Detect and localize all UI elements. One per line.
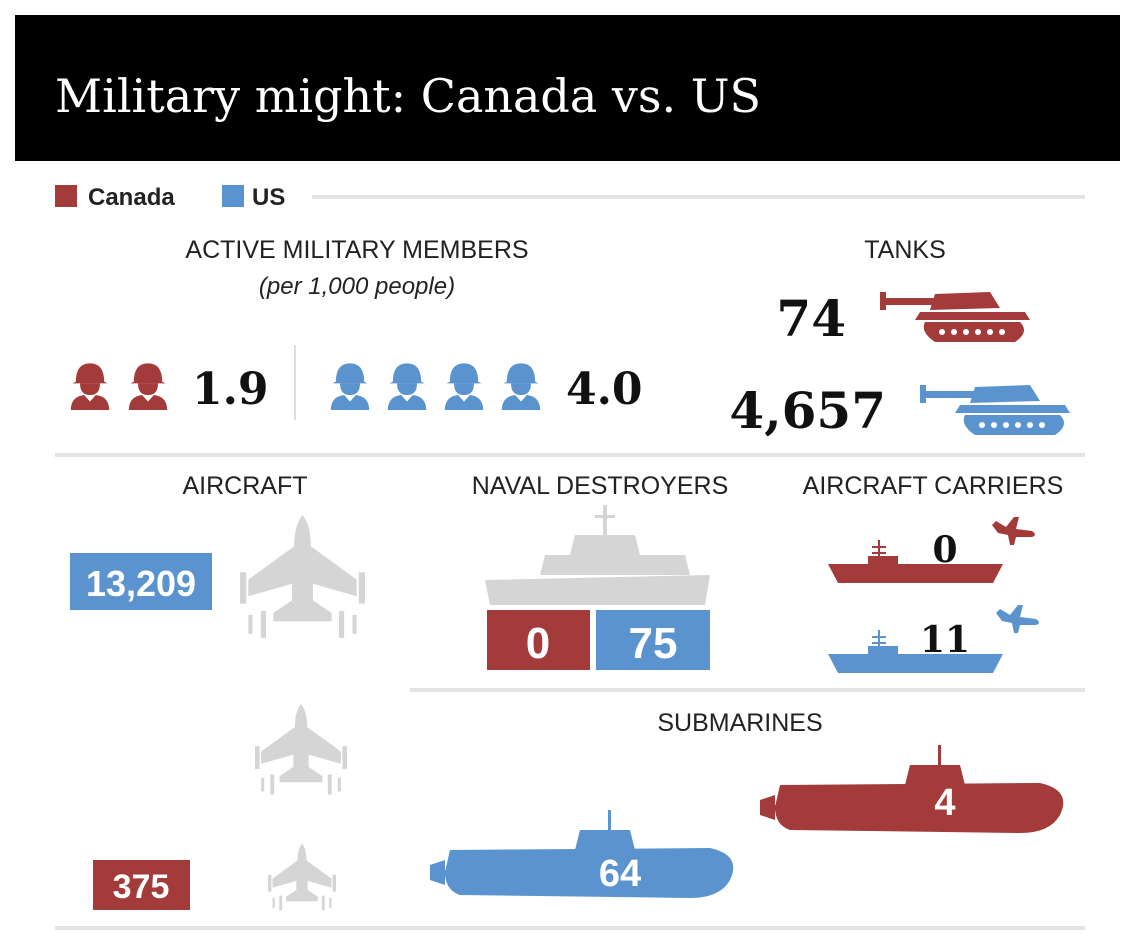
jet-icon: [240, 515, 365, 638]
tank-icon: [880, 292, 1030, 342]
value-box: [487, 610, 590, 670]
section-title: AIRCRAFT: [183, 472, 308, 500]
plane-icon: [992, 517, 1035, 545]
jet-icon: [268, 843, 336, 911]
section-title: TANKS: [864, 236, 946, 264]
legend-swatch: [55, 185, 77, 207]
value: 74: [776, 289, 846, 348]
section-title: SUBMARINES: [657, 709, 822, 737]
soldier-icon: [387, 363, 427, 410]
tank-icon: [920, 385, 1070, 435]
value: 64: [599, 853, 641, 895]
legend-label: Canada: [88, 184, 175, 211]
legend-label: US: [252, 184, 285, 211]
header-bar: [15, 15, 1120, 161]
value: 4: [934, 782, 955, 824]
ship-icon: [485, 505, 710, 605]
soldier-icon: [128, 363, 168, 410]
soldier-icon: [70, 363, 110, 410]
value: 11: [920, 619, 970, 661]
section-title: ACTIVE MILITARY MEMBERS: [185, 236, 528, 264]
value-box: [93, 860, 190, 910]
legend-swatch: [222, 185, 244, 207]
submarine-icon: [430, 810, 734, 898]
soldier-icon: [501, 363, 541, 410]
section-subtitle: (per 1,000 people): [259, 273, 455, 300]
soldier-icon: [444, 363, 484, 410]
value: 0: [932, 529, 957, 571]
value-box: [70, 553, 212, 610]
submarine-icon: [760, 745, 1064, 833]
plane-icon: [996, 605, 1039, 633]
section-title: AIRCRAFT CARRIERS: [803, 472, 1064, 500]
value-box: [596, 610, 710, 670]
value: 4,657: [729, 381, 886, 440]
value: 13,209: [86, 563, 196, 604]
value: 4.0: [566, 364, 643, 415]
jet-icon: [255, 704, 347, 795]
title: Military might: Canada vs. US: [55, 69, 761, 123]
section-title: NAVAL DESTROYERS: [472, 472, 729, 500]
value: 1.9: [192, 364, 269, 415]
carrier-icon: [828, 630, 1003, 673]
value: 0: [526, 619, 550, 668]
carrier-icon: [828, 540, 1003, 583]
soldier-icon: [330, 363, 370, 410]
value: 75: [629, 619, 678, 668]
value: 375: [113, 868, 170, 906]
